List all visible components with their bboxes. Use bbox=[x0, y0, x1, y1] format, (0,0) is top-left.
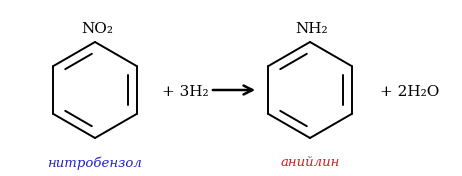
Text: NH₂: NH₂ bbox=[296, 22, 328, 36]
Text: + 3H₂: + 3H₂ bbox=[162, 85, 208, 99]
Text: нитробензол: нитробензол bbox=[48, 156, 142, 169]
Text: NO₂: NO₂ bbox=[81, 22, 113, 36]
Text: анийлин: анийлин bbox=[280, 156, 340, 169]
Text: + 2H₂O: + 2H₂O bbox=[380, 85, 440, 99]
